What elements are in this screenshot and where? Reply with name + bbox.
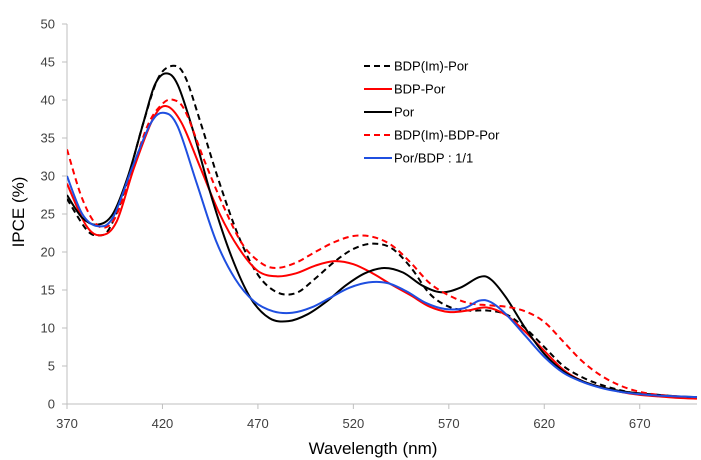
y-tick-label: 40 [41, 93, 55, 108]
series-line-bdp-im-por [67, 64, 698, 399]
y-axis: 0 5 10 15 20 25 30 35 40 45 50 [41, 17, 68, 412]
y-tick-label: 30 [41, 169, 55, 184]
series-line-por-bdp-1-1 [67, 111, 698, 399]
y-axis-title: IPCE (%) [9, 177, 28, 248]
y-tick-label: 0 [48, 397, 55, 412]
y-tick-label: 15 [41, 283, 55, 298]
series-line-bdp-por [67, 105, 698, 400]
legend: BDP(Im)-Por BDP-Por Por BDP(Im)-BDP-Por Por/… [364, 59, 500, 166]
legend-label-por: Por [394, 105, 415, 120]
y-tick-label: 5 [48, 359, 55, 374]
series-line-bdp-im-bdp-por [67, 98, 698, 399]
x-tick-label: 570 [438, 416, 460, 431]
legend-label-bdp-im-por: BDP(Im)-Por [394, 59, 469, 74]
x-tick-label: 420 [152, 416, 174, 431]
x-tick-label: 520 [343, 416, 365, 431]
x-axis: 370 420 470 520 570 620 670 [56, 403, 697, 431]
series-line-por [67, 72, 698, 399]
x-tick-label: 370 [56, 416, 78, 431]
y-tick-label: 35 [41, 131, 55, 146]
y-tick-label: 50 [41, 17, 55, 32]
x-tick-label: 620 [533, 416, 555, 431]
legend-label-por-bdp-1-1: Por/BDP : 1/1 [394, 151, 473, 166]
x-tick-label: 670 [629, 416, 651, 431]
y-tick-label: 25 [41, 207, 55, 222]
legend-label-bdp-im-bdp-por: BDP(Im)-BDP-Por [394, 128, 500, 143]
y-tick-label: 10 [41, 321, 55, 336]
legend-label-bdp-por: BDP-Por [394, 82, 446, 97]
y-tick-label: 20 [41, 245, 55, 260]
x-tick-label: 470 [247, 416, 269, 431]
series-lines [67, 64, 698, 400]
x-axis-title: Wavelength (nm) [309, 439, 438, 458]
y-tick-label: 45 [41, 55, 55, 70]
